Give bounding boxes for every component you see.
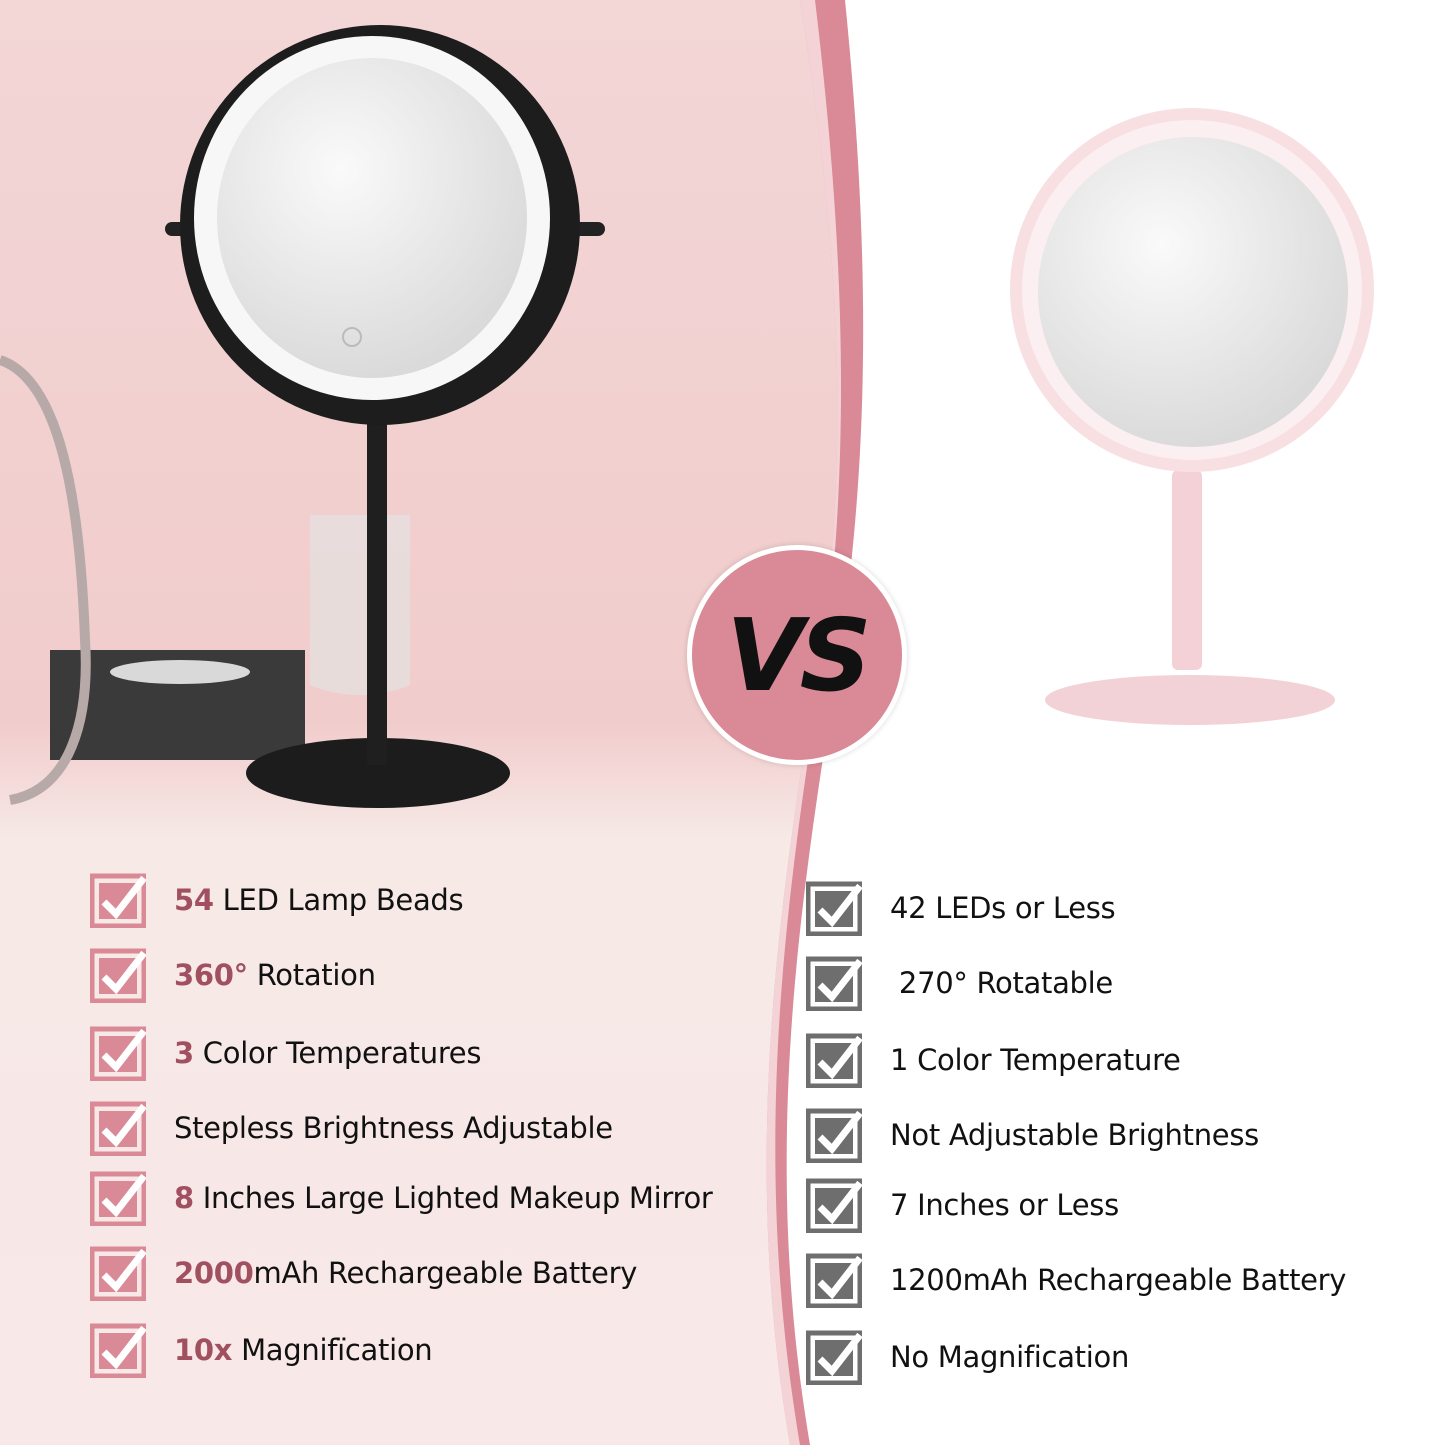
checkbox-check-icon (806, 1253, 862, 1308)
feature-label: mAh Rechargeable Battery (253, 1256, 638, 1290)
vs-badge: VS (687, 545, 907, 765)
right-feature-item: 7 Inches or Less (806, 1175, 1119, 1235)
left-feature-item: 54 LED Lamp Beads (90, 870, 464, 930)
feature-label: Not Adjustable Brightness (890, 1118, 1259, 1152)
right-feature-item: Not Adjustable Brightness (806, 1105, 1259, 1165)
right-feature-item: 1200mAh Rechargeable Battery (806, 1250, 1346, 1310)
feature-text: 360° Rotation (174, 958, 376, 992)
feature-label: No Magnification (890, 1340, 1130, 1374)
feature-highlight: 10x (174, 1333, 233, 1367)
left-feature-item: 2000mAh Rechargeable Battery (90, 1243, 637, 1303)
feature-highlight: 2000 (174, 1256, 254, 1290)
feature-text: 54 LED Lamp Beads (174, 883, 464, 917)
feature-text: 2000mAh Rechargeable Battery (174, 1256, 637, 1290)
checkbox-check-icon (806, 1178, 862, 1233)
checkbox-check-icon (90, 873, 146, 928)
checkbox-check-icon (90, 1171, 146, 1226)
pink-mirror-image (1010, 108, 1374, 725)
feature-label: Rotation (247, 958, 376, 992)
feature-label: 42 LEDs or Less (890, 891, 1116, 925)
feature-highlight: 54 (174, 883, 214, 917)
left-feature-item: 8 Inches Large Lighted Makeup Mirror (90, 1168, 713, 1228)
feature-label: Color Temperatures (193, 1036, 482, 1070)
vs-label: VS (726, 596, 871, 714)
left-feature-item: 3 Color Temperatures (90, 1023, 481, 1083)
feature-label: 270° Rotatable (890, 966, 1113, 1000)
feature-label: LED Lamp Beads (213, 883, 464, 917)
feature-text: Stepless Brightness Adjustable (174, 1111, 613, 1145)
feature-text: 3 Color Temperatures (174, 1036, 481, 1070)
feature-highlight: 3 (174, 1036, 194, 1070)
feature-label: 1 Color Temperature (890, 1043, 1181, 1077)
feature-highlight: 360° (174, 958, 248, 992)
checkbox-check-icon (806, 1108, 862, 1163)
right-feature-item: 42 LEDs or Less (806, 878, 1116, 938)
left-feature-item: Stepless Brightness Adjustable (90, 1098, 613, 1158)
checkbox-check-icon (90, 1246, 146, 1301)
feature-label: Magnifïcation (232, 1333, 433, 1367)
feature-label: 1200mAh Rechargeable Battery (890, 1263, 1347, 1297)
checkbox-check-icon (90, 948, 146, 1003)
feature-label: Stepless Brightness Adjustable (174, 1111, 613, 1145)
checkbox-check-icon (90, 1101, 146, 1156)
feature-text: 8 Inches Large Lighted Makeup Mirror (174, 1181, 713, 1215)
feature-label: 7 Inches or Less (890, 1188, 1119, 1222)
right-feature-item: 1 Color Temperature (806, 1030, 1181, 1090)
feature-text: 10x Magnifïcation (174, 1333, 433, 1367)
feature-highlight: 8 (174, 1181, 194, 1215)
checkbox-check-icon (806, 881, 862, 936)
right-feature-item: No Magnification (806, 1327, 1129, 1387)
left-feature-item: 360° Rotation (90, 945, 376, 1005)
checkbox-check-icon (90, 1026, 146, 1081)
checkbox-check-icon (90, 1323, 146, 1378)
checkbox-check-icon (806, 956, 862, 1011)
feature-label: Inches Large Lighted Makeup Mirror (193, 1181, 713, 1215)
left-feature-item: 10x Magnifïcation (90, 1320, 433, 1380)
black-lighted-mirror-image (0, 25, 605, 808)
checkbox-check-icon (806, 1330, 862, 1385)
checkbox-check-icon (806, 1033, 862, 1088)
left-panel (0, 0, 838, 1445)
right-feature-item: 270° Rotatable (806, 953, 1113, 1013)
